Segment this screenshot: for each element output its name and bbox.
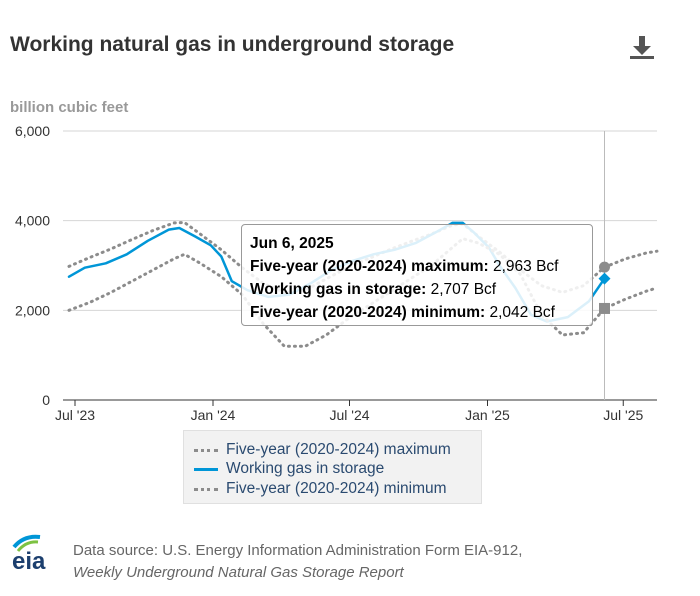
svg-text:eia: eia — [12, 548, 46, 573]
max-marker — [599, 261, 610, 273]
legend-label: Five-year (2020-2024) maximum — [226, 441, 451, 458]
legend-label: Five-year (2020-2024) minimum — [226, 480, 447, 497]
x-tick-label: Jan '25 — [465, 407, 510, 423]
source-line-2: Weekly Underground Natural Gas Storage R… — [73, 564, 404, 581]
tooltip-max: Five-year (2020-2024) maximum: 2,963 Bcf — [250, 258, 559, 275]
y-tick-label: 2,000 — [15, 302, 50, 318]
min-marker — [599, 302, 610, 314]
x-tick-label: Jul '24 — [329, 407, 369, 423]
y-tick-label: 6,000 — [15, 123, 50, 139]
tooltip-date: Jun 6, 2025 — [250, 235, 334, 252]
legend: Five-year (2020-2024) maximum Working ga… — [183, 430, 482, 504]
y-tick-label: 0 — [42, 392, 50, 408]
tooltip-min: Five-year (2020-2024) minimum: 2,042 Bcf — [250, 304, 555, 321]
legend-item-storage[interactable]: Working gas in storage — [194, 459, 384, 479]
chart-title: Working natural gas in underground stora… — [10, 33, 455, 56]
source-line-1: Data source: U.S. Energy Information Adm… — [73, 542, 523, 559]
legend-item-maximum[interactable]: Five-year (2020-2024) maximum — [194, 440, 451, 460]
x-tick-label: Jul '23 — [55, 407, 95, 423]
tooltip-storage: Working gas in storage: 2,707 Bcf — [250, 281, 497, 298]
legend-label: Working gas in storage — [226, 460, 385, 477]
x-tick-label: Jul '25 — [603, 407, 643, 423]
legend-item-minimum[interactable]: Five-year (2020-2024) minimum — [194, 479, 447, 499]
storage-marker — [598, 272, 611, 285]
eia-logo: eia — [12, 534, 46, 573]
x-tick-label: Jan '24 — [191, 407, 236, 423]
chart-subtitle: billion cubic feet — [10, 99, 129, 116]
tooltip: Jun 6, 2025 Five-year (2020-2024) maximu… — [241, 224, 593, 326]
data-source: Data source: U.S. Energy Information Adm… — [73, 540, 522, 584]
y-tick-label: 4,000 — [15, 213, 50, 229]
download-icon[interactable] — [628, 34, 656, 60]
